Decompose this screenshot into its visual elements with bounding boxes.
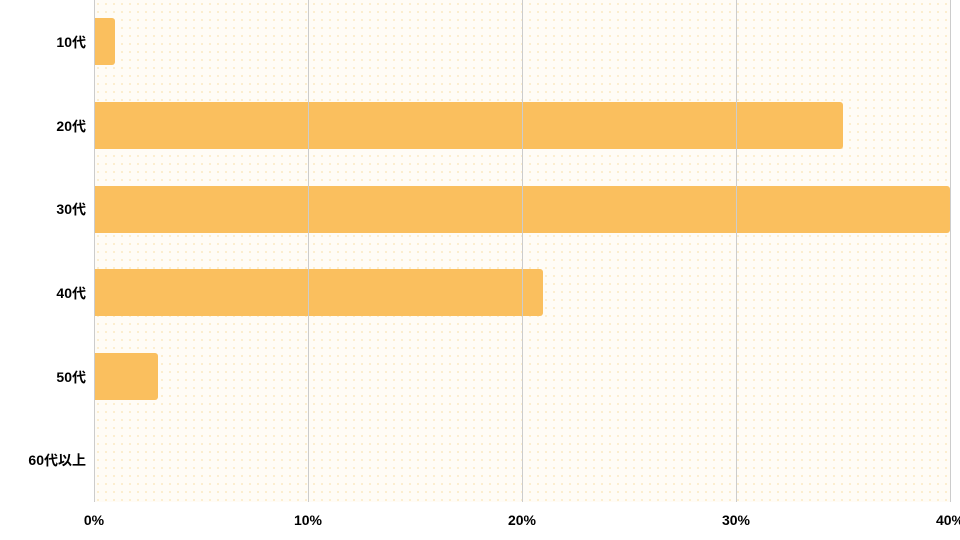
y-axis-label: 40代 [56,283,86,303]
x-axis-label: 30% [722,512,750,528]
bar [94,18,115,65]
gridline [736,0,737,502]
x-axis-label: 0% [84,512,104,528]
gridline [94,0,95,502]
bar [94,102,843,149]
bar [94,269,543,316]
bar [94,353,158,400]
y-axis-label: 60代以上 [28,450,86,470]
plot-area [94,0,950,502]
gridline [308,0,309,502]
y-axis-label: 50代 [56,367,86,387]
x-axis-label: 20% [508,512,536,528]
gridline [950,0,951,502]
y-axis-label: 30代 [56,199,86,219]
y-axis-label: 10代 [56,32,86,52]
x-axis-label: 40% [936,512,960,528]
x-axis-label: 10% [294,512,322,528]
y-axis-label: 20代 [56,116,86,136]
gridline [522,0,523,502]
age-distribution-bar-chart: 10代 20代 30代 40代 50代 60代以上 0% 10% 20% 30% 40% [0,0,960,540]
